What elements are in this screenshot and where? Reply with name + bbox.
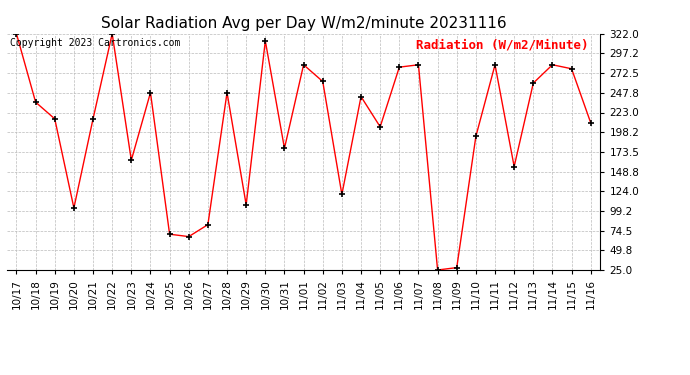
Text: Copyright 2023 Cartronics.com: Copyright 2023 Cartronics.com: [10, 39, 180, 48]
Text: Radiation (W/m2/Minute): Radiation (W/m2/Minute): [416, 39, 589, 51]
Title: Solar Radiation Avg per Day W/m2/minute 20231116: Solar Radiation Avg per Day W/m2/minute …: [101, 16, 506, 31]
